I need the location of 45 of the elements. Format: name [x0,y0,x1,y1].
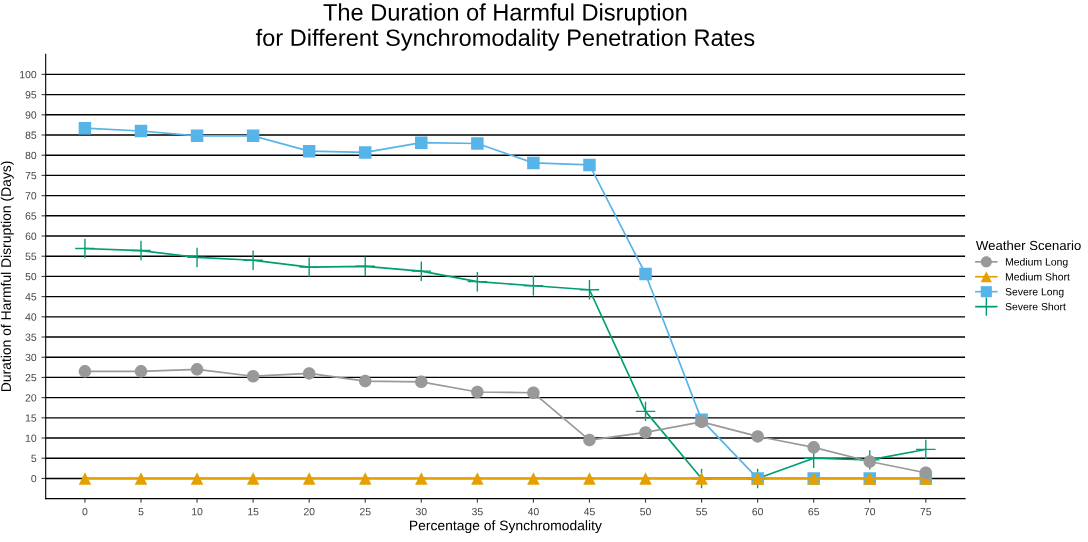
legend-label: Severe Long [1005,288,1064,298]
x-tick-label: 0 [82,507,88,516]
x-tick-label: 15 [248,508,259,516]
y-tick-label: 20 [25,394,37,402]
y-tick-label: 90 [25,111,37,119]
x-tick-label: 30 [415,507,427,516]
x-tick-label: 50 [640,507,651,516]
y-tick-label: 30 [25,353,37,362]
y-tick-label: 35 [25,333,37,341]
y-tick-label: 100 [20,70,37,79]
y-tick-label: 85 [25,131,37,139]
y-tick-label: 70 [25,192,37,200]
x-tick-label: 25 [359,507,371,516]
legend-label: Medium Short [1005,272,1070,281]
x-tick-label: 65 [808,507,820,516]
legend-title: Weather Scenario [975,240,1081,251]
y-axis-title: Duration of Harmful Disruption (Days) [0,161,14,392]
legend-label: Medium Long [1005,257,1068,268]
x-tick-label: 60 [752,507,764,516]
y-tick-label: 25 [25,373,37,382]
x-tick-label: 40 [527,507,539,516]
y-tick-label: 45 [25,293,37,301]
chart-title: The Duration of Harmful Disruption for Different Synchromodality Penetration Rates [255,3,755,51]
x-tick-label: 20 [303,507,315,516]
legend-label: Severe Short [1005,302,1066,311]
x-tick-label: 75 [920,508,932,516]
y-tick-label: 5 [31,454,37,463]
y-tick-label: 65 [25,212,37,220]
x-tick-label: 70 [864,507,876,516]
x-tick-label: 10 [192,507,203,516]
y-tick-label: 60 [25,232,37,240]
x-tick-label: 55 [696,508,707,516]
x-tick-label: 35 [471,507,483,516]
y-tick-label: 50 [25,272,37,281]
y-tick-label: 10 [25,434,37,442]
y-tick-label: 15 [25,414,37,422]
x-tick-label: 45 [583,508,595,516]
y-tick-label: 95 [25,91,37,99]
x-axis-title: Percentage of Synchromodality [410,520,602,534]
y-tick-label: 80 [25,151,37,160]
y-tick-label: 55 [25,252,37,261]
x-tick-label: 5 [138,508,144,516]
y-tick-label: 40 [25,313,37,321]
y-tick-label: 75 [25,172,37,180]
y-tick-label: 0 [31,474,37,483]
